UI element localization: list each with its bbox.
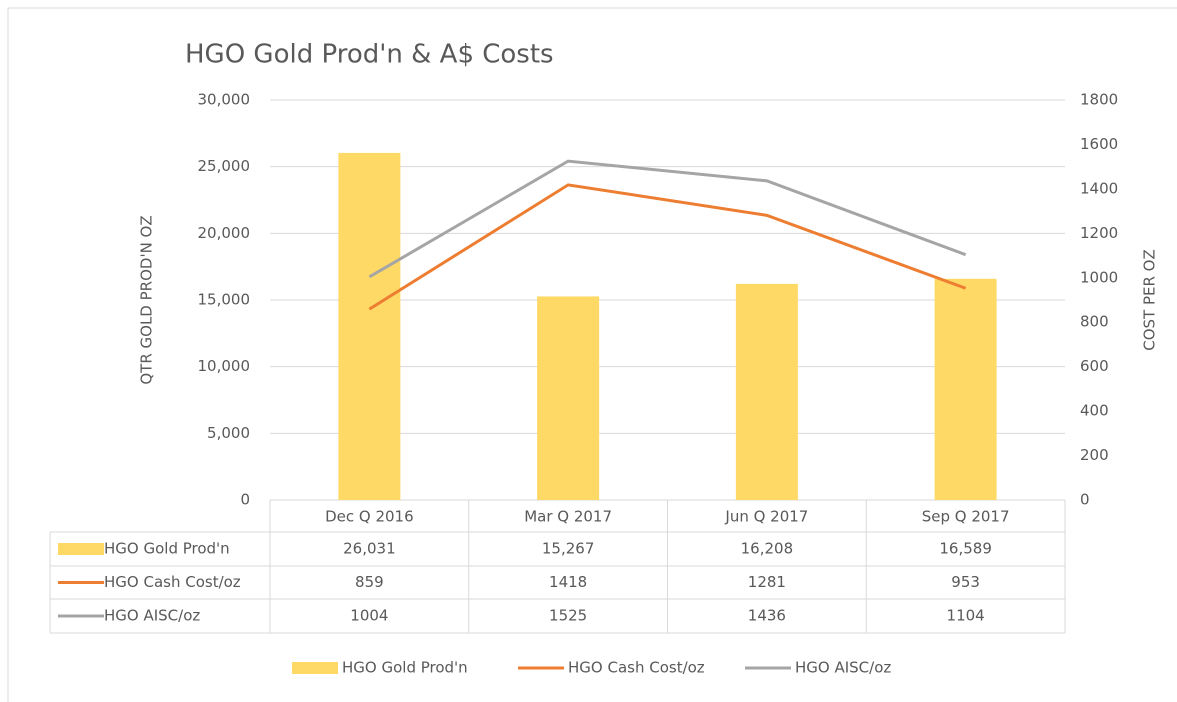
- y-tick-label: 15,000: [198, 291, 251, 309]
- legend-key: [292, 662, 338, 674]
- bar: [735, 283, 798, 500]
- y-tick-label: 20,000: [198, 224, 251, 242]
- x-tick-label: Jun Q 2017: [724, 508, 808, 526]
- table-value: 1525: [549, 607, 587, 625]
- y-tick-label: 0: [240, 491, 250, 509]
- chart-title: HGO Gold Prod'n & A$ Costs: [185, 40, 554, 70]
- y2-tick-label: 1200: [1080, 224, 1118, 242]
- y2-axis-label: COST PER OZ: [1141, 249, 1159, 351]
- table-value: 859: [355, 573, 384, 591]
- bar: [338, 152, 401, 501]
- x-tick-label: Dec Q 2016: [325, 508, 414, 526]
- y-tick-label: 30,000: [198, 91, 251, 109]
- y2-tick-label: 600: [1080, 357, 1109, 375]
- y2-tick-label: 1800: [1080, 91, 1118, 109]
- y-tick-label: 25,000: [198, 157, 251, 175]
- table-value: 16,589: [939, 540, 992, 558]
- x-tick-label: Sep Q 2017: [922, 508, 1010, 526]
- bar: [934, 278, 997, 500]
- table-value: 1418: [549, 573, 587, 591]
- table-value: 1436: [748, 607, 786, 625]
- y-tick-label: 10,000: [198, 357, 251, 375]
- table-legend-key: [58, 543, 104, 555]
- y2-tick-label: 1400: [1080, 179, 1118, 197]
- y2-tick-label: 1000: [1080, 268, 1118, 286]
- chart-border: [7, 7, 1177, 702]
- table-value: 1104: [947, 607, 985, 625]
- legend-label: HGO AISC/oz: [795, 659, 891, 677]
- y-tick-label: 5,000: [207, 424, 250, 442]
- table-value: 1004: [350, 607, 388, 625]
- y2-tick-label: 400: [1080, 402, 1109, 420]
- bar: [537, 296, 600, 500]
- table-row-label: HGO Cash Cost/oz: [104, 573, 241, 591]
- table-value: 1281: [748, 573, 786, 591]
- table-value: 26,031: [343, 540, 396, 558]
- y2-tick-label: 200: [1080, 446, 1109, 464]
- x-tick-label: Mar Q 2017: [524, 508, 612, 526]
- line: [368, 183, 967, 311]
- table-row-label: HGO Gold Prod'n: [104, 540, 230, 558]
- y2-tick-label: 1600: [1080, 135, 1118, 153]
- y2-tick-label: 0: [1080, 491, 1090, 509]
- table-value: 953: [951, 573, 980, 591]
- y-axis-label: QTR GOLD PROD'N OZ: [138, 215, 156, 384]
- table-value: 16,208: [741, 540, 794, 558]
- legend-label: HGO Gold Prod'n: [342, 659, 468, 677]
- legend-label: HGO Cash Cost/oz: [568, 659, 705, 677]
- table-row-label: HGO AISC/oz: [104, 607, 200, 625]
- y2-tick-label: 800: [1080, 313, 1109, 331]
- line: [368, 159, 967, 279]
- table-value: 15,267: [542, 540, 595, 558]
